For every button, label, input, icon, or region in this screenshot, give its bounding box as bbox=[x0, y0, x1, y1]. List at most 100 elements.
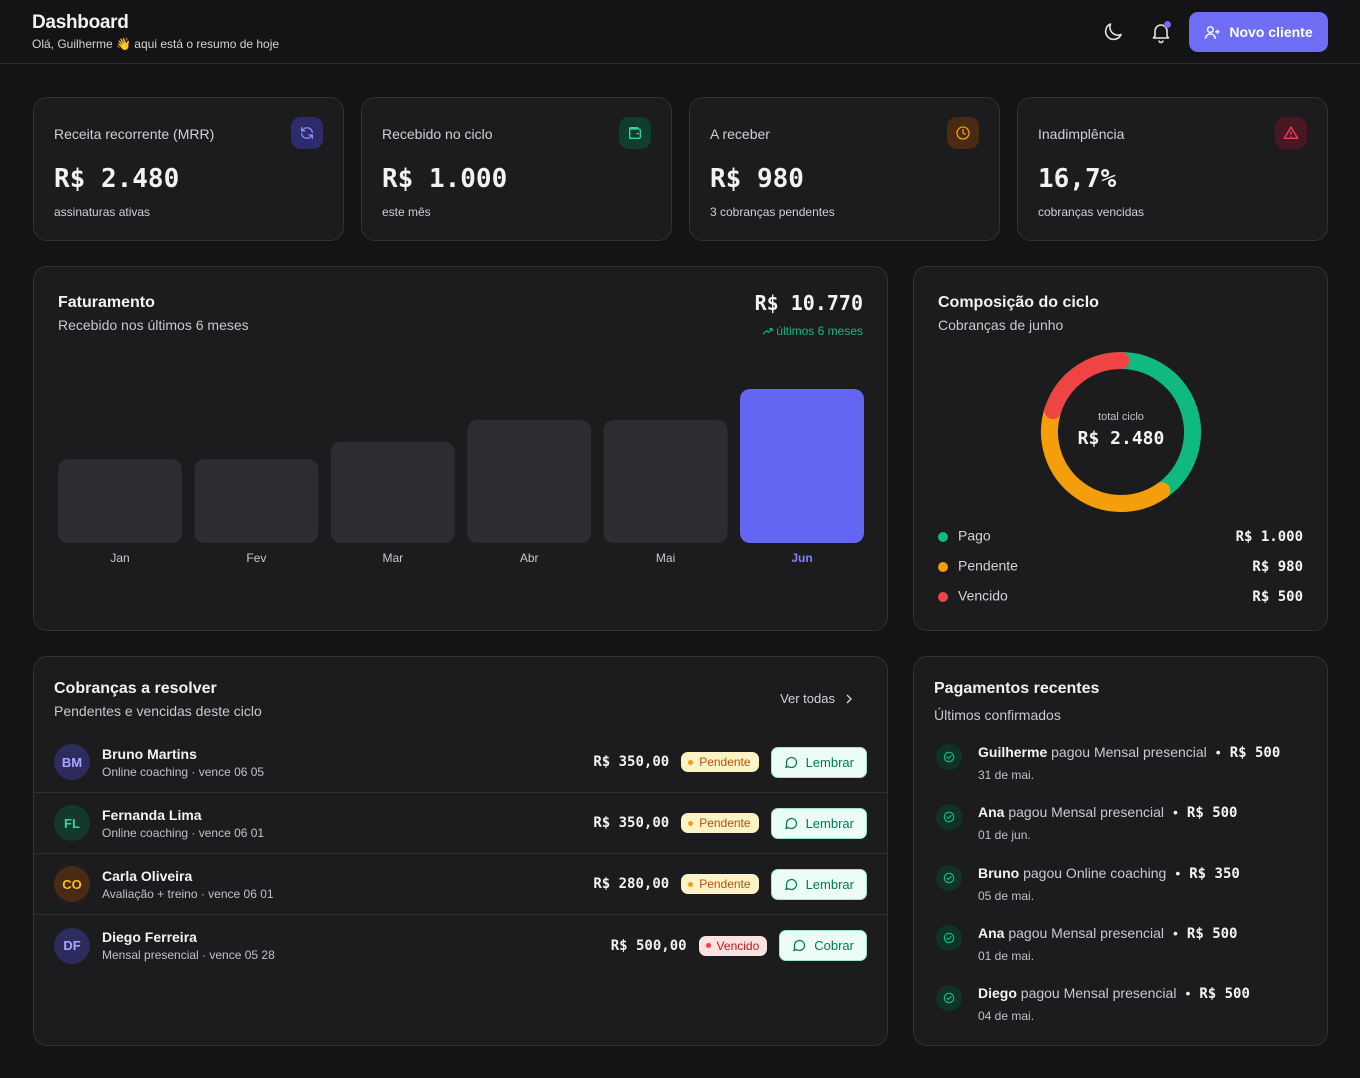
status-badge: Vencido bbox=[698, 935, 768, 956]
action-button[interactable]: Cobrar bbox=[779, 930, 867, 961]
bar bbox=[740, 389, 864, 543]
status-dot bbox=[688, 759, 694, 765]
x-tick-label: Mar bbox=[382, 551, 403, 565]
chevron-icon bbox=[846, 694, 852, 703]
payment-amount: R$ 500 bbox=[1199, 986, 1250, 1003]
icon bbox=[956, 126, 970, 140]
payment-line: Ana pagou Mensal presencial • R$ 500 bbox=[978, 925, 1237, 942]
billing-card: Faturamento Recebido nos últimos 6 meses… bbox=[33, 266, 888, 631]
payment-date: 31 de mai. bbox=[978, 768, 1035, 782]
payment-amount: R$ 350 bbox=[1189, 865, 1240, 882]
payment-text: pagou Mensal presencial bbox=[1051, 744, 1207, 760]
icon-shape bbox=[943, 751, 955, 763]
payer-name: Guilherme bbox=[978, 744, 1048, 760]
status-badge: Pendente bbox=[681, 813, 759, 833]
kpi-icon bbox=[947, 117, 979, 149]
kpi-note: 3 cobranças pendentes bbox=[710, 205, 835, 219]
kpi-note: assinaturas ativas bbox=[54, 205, 151, 219]
bar bbox=[467, 420, 592, 543]
separator: • bbox=[1215, 744, 1221, 760]
kpi-value: R$ 1.000 bbox=[382, 164, 508, 194]
client-detail: Avaliação + treino · vence 06 01 bbox=[102, 886, 274, 901]
view-all-link[interactable]: Ver todas bbox=[780, 691, 853, 706]
charge-row: BM Bruno Martins Online coaching · vence 0… bbox=[34, 732, 887, 793]
donut-segment bbox=[1044, 352, 1130, 420]
avatar: FL bbox=[54, 805, 90, 841]
client-name: Carla Oliveira bbox=[102, 867, 193, 884]
icon-shape bbox=[943, 992, 955, 1004]
status-badge: Pendente bbox=[681, 752, 759, 772]
payment-text: pagou Mensal presencial bbox=[1020, 985, 1177, 1002]
action-button[interactable]: Lembrar bbox=[770, 807, 867, 839]
client-info: Bruno Martins Online coaching · vence 06 … bbox=[102, 746, 593, 779]
legend-value: R$ 980 bbox=[1252, 559, 1303, 575]
payment-date: 05 de mai. bbox=[978, 888, 1035, 903]
charge-amount: R$ 280,00 bbox=[593, 876, 670, 892]
payer-name: Ana bbox=[978, 804, 1005, 821]
x-tick-label: Mai bbox=[656, 551, 675, 565]
legend-value: R$ 1.000 bbox=[1236, 529, 1303, 545]
user-plus-icon bbox=[1205, 25, 1220, 39]
header: Dashboard Olá, Guilherme 👋 aqui está o r… bbox=[0, 0, 1360, 64]
payment-amount: R$ 500 bbox=[1229, 745, 1281, 761]
icon-shape bbox=[784, 878, 797, 890]
x-tick-label: Fev bbox=[246, 551, 266, 565]
new-client-button[interactable]: Novo cliente bbox=[1189, 12, 1328, 52]
payment-date: 01 de jun. bbox=[978, 828, 1031, 843]
donut-center-label: total ciclo bbox=[1098, 411, 1144, 423]
payment-line: Diego pagou Mensal presencial • R$ 500 bbox=[978, 985, 1250, 1002]
icon-shape bbox=[956, 126, 970, 140]
kpi-label: Recebido no ciclo bbox=[382, 126, 493, 142]
charge-row: FL Fernanda Lima Online coaching · vence 0… bbox=[34, 793, 887, 854]
kpi-icon bbox=[1275, 117, 1307, 149]
kpi-card: Receita recorrente (MRR) R$ 2.480 assinatu… bbox=[33, 97, 344, 241]
charge-row: DF Diego Ferreira Mensal presencial · venc… bbox=[34, 915, 887, 976]
x-tick-label: Jun bbox=[791, 551, 812, 565]
payment-line: Bruno pagou Online coaching • R$ 350 bbox=[978, 865, 1240, 882]
client-info: Carla Oliveira Avaliação + treino · vence… bbox=[102, 868, 593, 901]
client-info: Diego Ferreira Mensal presencial · vence … bbox=[102, 929, 611, 962]
icon-shape bbox=[784, 817, 797, 829]
charge-amount: R$ 350,00 bbox=[593, 815, 670, 831]
check-icon bbox=[936, 744, 962, 770]
button-label: Novo cliente bbox=[1229, 24, 1313, 40]
icon bbox=[943, 992, 955, 1004]
client-name: Bruno Martins bbox=[102, 745, 197, 762]
payment-amount: R$ 500 bbox=[1186, 925, 1238, 942]
icon bbox=[784, 817, 797, 829]
legend-label: Vencido bbox=[958, 588, 1008, 604]
client-info: Fernanda Lima Online coaching · vence 06 … bbox=[102, 807, 593, 840]
theme-toggle[interactable] bbox=[1101, 20, 1125, 44]
status-badge: Pendente bbox=[681, 874, 759, 894]
avatar: DF bbox=[54, 927, 90, 964]
check-icon bbox=[936, 864, 962, 891]
charges-card: Cobranças a resolver Pendentes e vencida… bbox=[33, 656, 888, 1046]
bar bbox=[194, 459, 319, 543]
trend-icon bbox=[762, 327, 773, 335]
kpi-note: este mês bbox=[382, 205, 431, 219]
client-name: Diego Ferreira bbox=[102, 929, 197, 945]
icon-shape bbox=[943, 932, 955, 944]
link-label: Ver todas bbox=[780, 691, 835, 706]
avatar: BM bbox=[54, 744, 90, 780]
donut-center-value: R$ 2.480 bbox=[1078, 428, 1165, 449]
icon-shape bbox=[784, 756, 797, 768]
action-button[interactable]: Lembrar bbox=[770, 746, 867, 778]
status-label: Pendente bbox=[699, 877, 751, 891]
kpi-note: cobranças vencidas bbox=[1038, 205, 1145, 219]
check-icon bbox=[936, 804, 962, 831]
legend-dot bbox=[938, 562, 948, 572]
card-subtitle: Recebido nos últimos 6 meses bbox=[58, 317, 249, 333]
payment-item: Guilherme pagou Mensal presencial • R$ 500… bbox=[934, 744, 1307, 811]
billing-total: R$ 10.770 bbox=[754, 291, 863, 315]
payer-name: Ana bbox=[978, 924, 1005, 941]
card-subtitle: Últimos confirmados bbox=[934, 707, 1061, 723]
kpi-icon bbox=[291, 117, 323, 149]
action-label: Cobrar bbox=[814, 938, 854, 953]
bar bbox=[603, 420, 728, 543]
icon bbox=[1283, 126, 1299, 139]
action-button[interactable]: Lembrar bbox=[770, 868, 867, 900]
notifications[interactable] bbox=[1149, 20, 1173, 44]
legend-dot bbox=[938, 532, 948, 542]
icon-shape bbox=[629, 127, 641, 139]
